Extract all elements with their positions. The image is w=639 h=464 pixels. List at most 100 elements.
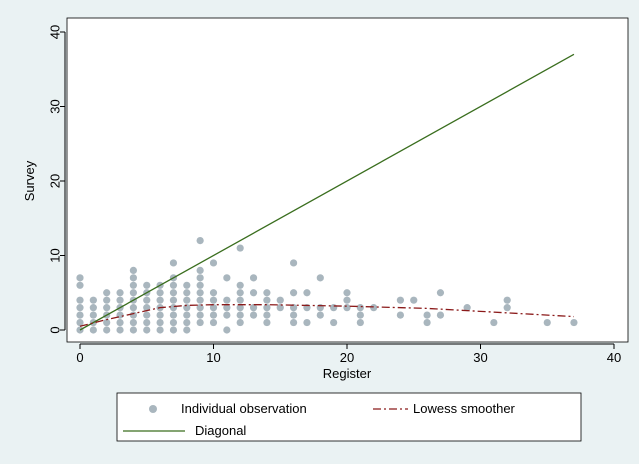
observation-point [263,289,271,297]
observation-point [436,289,445,297]
observation-point [223,296,231,304]
observation-point [129,318,137,327]
observation-point [196,318,204,327]
observation-point [89,296,97,304]
observation-point [76,318,84,327]
observation-point [223,326,231,334]
observation-point [169,304,178,312]
observation-point [330,304,338,312]
observation-point [103,304,111,312]
observation-point [129,274,137,282]
y-tick-label: 40 [48,25,63,39]
observation-point [343,289,351,297]
observation-point [183,318,191,327]
observation-point [196,311,204,319]
observation-point [196,281,204,289]
observation-point [129,304,137,312]
observation-point [236,311,244,319]
observation-point [196,237,204,245]
x-tick-label: 20 [340,350,354,365]
observation-point [103,296,111,304]
observation-point [169,326,178,334]
observation-point [263,318,271,327]
observation-point [169,296,178,304]
axes: 0 10 20 30 40 0 10 20 30 40 [48,25,622,365]
observation-point [249,304,258,312]
observation-point [129,289,137,297]
observation-point [183,311,191,319]
observation-point [423,311,431,319]
observation-point [249,274,258,282]
x-tick-label: 40 [607,350,621,365]
observation-point [196,304,204,312]
observation-point [183,281,191,289]
observation-point [209,311,218,319]
observation-point [490,318,498,327]
observation-point [103,318,111,327]
observation-point [276,304,284,312]
x-axis-title: Register [323,366,372,381]
observation-point [116,289,124,297]
observation-point [236,318,244,327]
observation-point [209,296,218,304]
observation-point [249,289,258,297]
observation-point [143,326,151,334]
observation-point [236,289,244,297]
observation-point [263,304,271,312]
observation-point [76,311,84,319]
observation-point [196,296,204,304]
observation-point [129,266,137,274]
observation-point [156,318,164,327]
observation-point [223,274,231,282]
observation-point [143,318,151,327]
observation-point [290,289,298,297]
observation-point [263,311,271,319]
y-tick-label: 30 [48,99,63,113]
diagonal-line [79,53,575,331]
observation-point [316,311,324,319]
legend-label-observation: Individual observation [181,401,307,416]
observation-point [156,311,164,319]
observation-point [143,311,151,319]
observation-point [169,318,178,327]
observation-point [76,304,84,312]
observation-point [76,274,84,282]
observation-point [169,259,178,267]
x-tick-label: 0 [76,350,83,365]
observation-point [343,304,351,312]
observation-point [129,311,137,319]
observation-point [223,304,231,312]
y-axis-title: Survey [22,160,37,201]
observation-point [236,244,244,252]
observation-point [209,289,218,297]
observation-point [343,296,351,304]
y-tick-label: 0 [48,326,63,333]
observation-point [303,289,311,297]
legend-label-diagonal: Diagonal [195,423,246,438]
observation-point [169,311,178,319]
legend-box [116,392,582,442]
observation-point [223,311,231,319]
observation-point [290,311,298,319]
observation-point [116,318,124,327]
observation-point [116,326,124,334]
observation-point [183,304,191,312]
observation-point [183,296,191,304]
observation-point [236,304,244,312]
observation-point [396,296,404,304]
observation-point [503,304,511,312]
observation-point [423,318,431,327]
observation-point [76,296,84,304]
observation-point [169,281,178,289]
observation-point [396,311,404,319]
observation-point [183,289,191,297]
observation-points [76,237,578,334]
observation-point [290,304,298,312]
lowess-line [79,304,574,327]
observation-point [103,289,111,297]
y-tick-label: 20 [48,174,63,188]
observation-point [570,318,578,327]
y-tick-label: 10 [48,248,63,262]
observation-point [463,304,471,312]
